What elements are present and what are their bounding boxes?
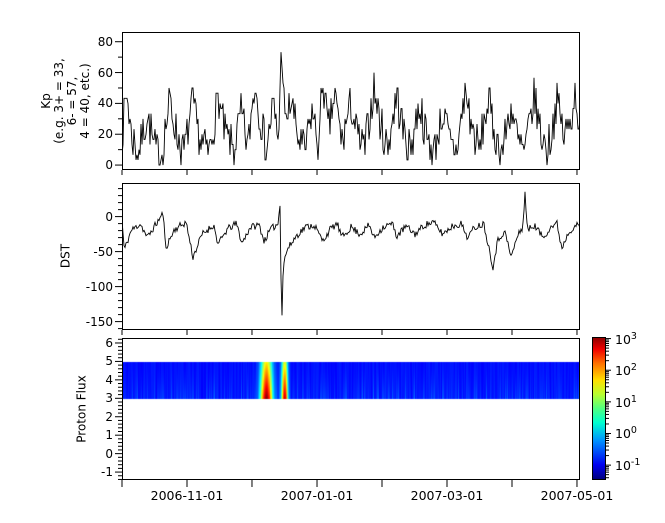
dst-axis-label: DST <box>58 243 73 269</box>
proton-flux-heatmap <box>123 339 579 479</box>
dst-panel <box>122 183 580 330</box>
xtick-label-date: 2007-01-01 <box>280 488 354 503</box>
colorbar <box>592 337 606 480</box>
colorbar-tick-label: 103 <box>615 330 637 347</box>
ytick-label-proton_flux: 0 <box>105 446 113 461</box>
colorbar-tick-label: 102 <box>615 362 637 379</box>
ytick-label-proton_flux: 6 <box>105 335 113 350</box>
xtick-label-date: 2006-11-01 <box>150 488 224 503</box>
proton-flux-axis-label: Proton Flux <box>74 375 89 443</box>
colorbar-tick-label: 10-1 <box>615 457 641 474</box>
proton-flux-panel <box>122 338 580 480</box>
ytick-label-kp: 0 <box>105 158 113 173</box>
colorbar-gradient <box>593 338 605 479</box>
ytick-label-proton_flux: 5 <box>105 354 113 369</box>
ytick-label-kp: 80 <box>97 34 113 49</box>
colorbar-tick-label: 101 <box>615 393 637 410</box>
ytick-label-proton_flux: -1 <box>101 465 113 480</box>
kp-axis-label-line4: 4 = 40, etc.) <box>78 63 92 139</box>
kp-axis-label: Kp (e.g. 3+ = 33, 6- = 57, 4 = 40, etc.) <box>39 58 92 144</box>
ytick-label-dst: -100 <box>85 279 113 294</box>
kp-panel <box>122 32 580 170</box>
ytick-label-dst: -150 <box>85 314 113 329</box>
xtick-label-date: 2007-05-01 <box>540 488 614 503</box>
colorbar-tick-label: 100 <box>615 425 637 442</box>
ytick-label-dst: 0 <box>105 209 113 224</box>
xtick-label-date: 2007-03-01 <box>410 488 484 503</box>
